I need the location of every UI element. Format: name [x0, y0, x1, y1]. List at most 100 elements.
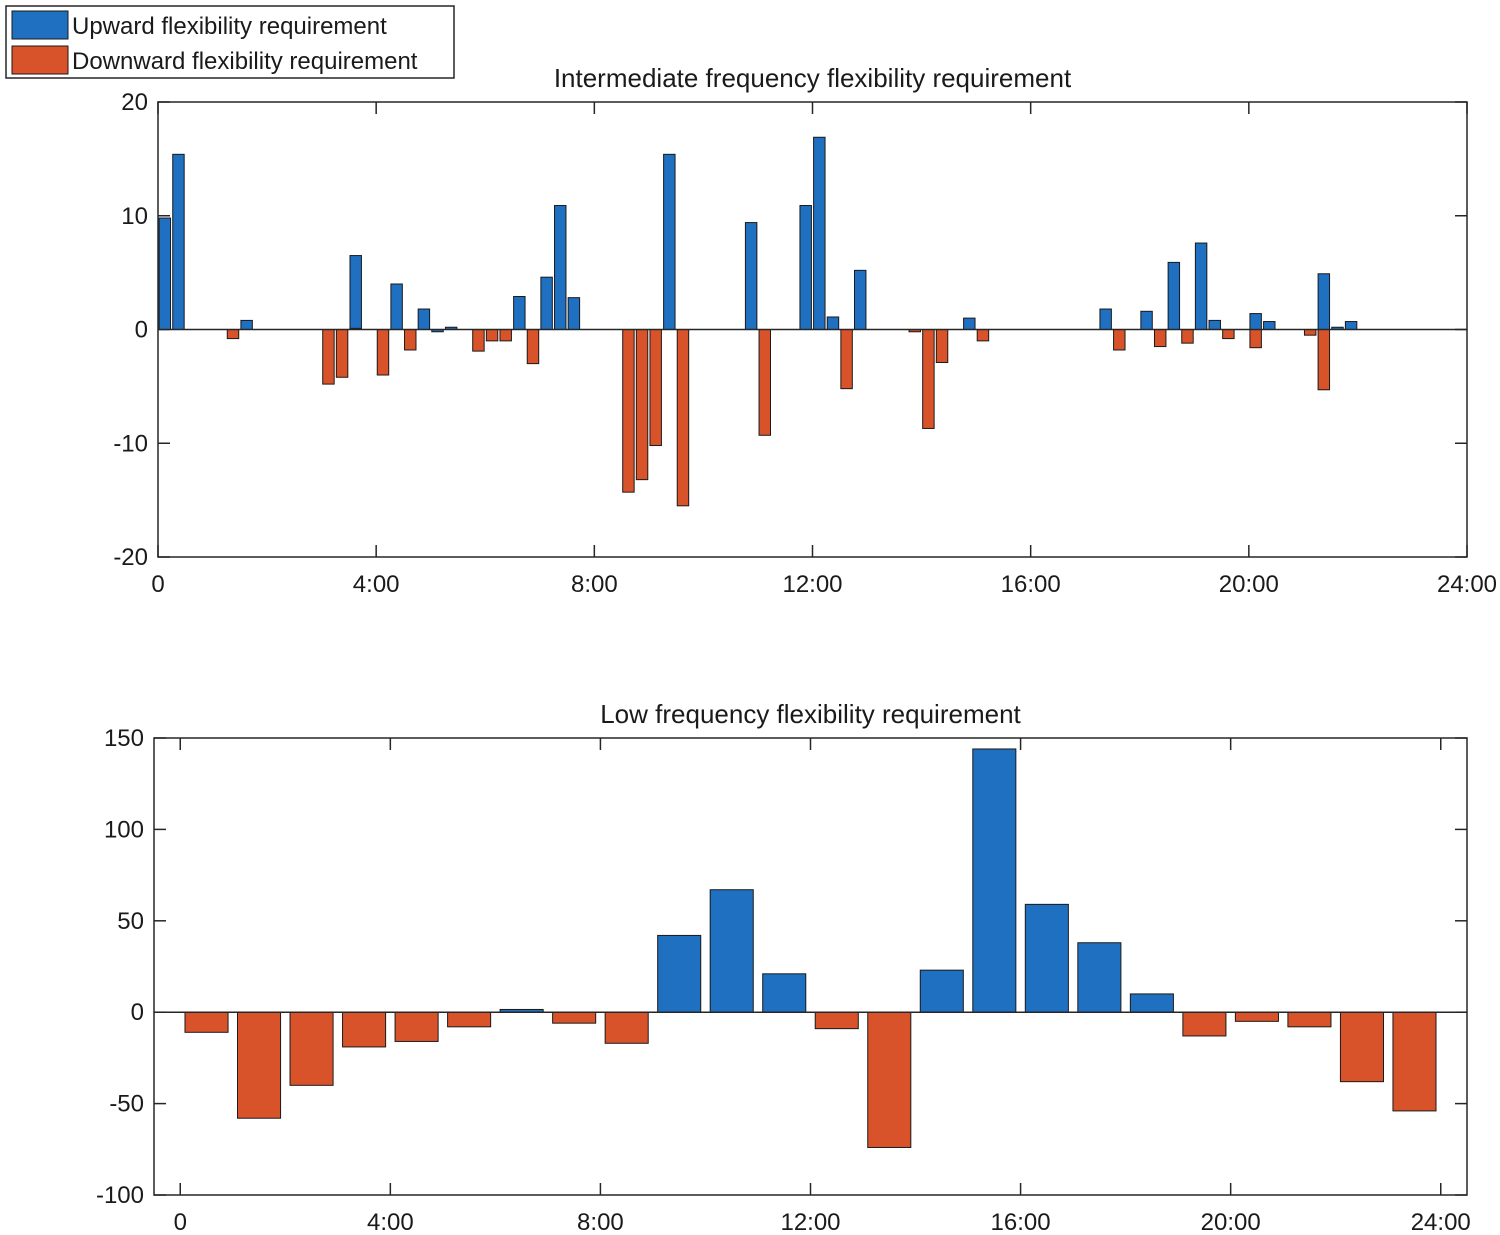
legend-swatch-up	[11, 10, 69, 40]
low-bar-down	[342, 1011, 387, 1048]
intermediate-bar-down	[485, 329, 499, 342]
intermediate-bar-up	[663, 153, 676, 330]
low-axes-box	[153, 737, 1468, 1196]
intermediate-xtick-label: 16:00	[1001, 571, 1061, 598]
low-bar-down	[604, 1011, 649, 1044]
intermediate-bar-up	[1263, 321, 1276, 331]
legend: Upward flexibility requirement Downward …	[5, 5, 455, 79]
low-bar-up	[919, 969, 964, 1013]
low-xtick-label: 8:00	[577, 1209, 624, 1235]
intermediate-bar-up	[1249, 313, 1262, 331]
low-bar-up	[1024, 903, 1069, 1013]
intermediate-bar-up	[1167, 261, 1181, 331]
low-ytick-label: 0	[131, 999, 144, 1026]
intermediate-xtick-label: 12:00	[782, 571, 842, 598]
intermediate-bar-down	[922, 329, 935, 429]
intermediate-bar-down	[499, 329, 512, 342]
intermediate-frequency-chart: Intermediate frequency flexibility requi…	[113, 63, 1497, 598]
low-bar-up	[972, 748, 1017, 1013]
intermediate-bar-up	[853, 269, 867, 331]
intermediate-bar-up	[963, 317, 976, 330]
intermediate-bar-up	[240, 319, 253, 330]
low-bar-down	[1182, 1011, 1227, 1037]
low-bar-down	[552, 1011, 597, 1024]
low-ytick-label: 100	[104, 816, 144, 843]
legend-label-up: Upward flexibility requirement	[72, 13, 387, 40]
intermediate-bar-down	[376, 329, 390, 376]
low-bar-up	[657, 934, 702, 1013]
intermediate-xtick-label: 8:00	[571, 571, 618, 598]
intermediate-bar-down	[840, 329, 853, 390]
low-bar-down	[289, 1011, 334, 1086]
intermediate-bar-down	[1303, 329, 1317, 336]
low-bar-up	[1129, 993, 1174, 1013]
intermediate-bar-up	[567, 297, 581, 330]
low-bar-up	[1077, 942, 1122, 1013]
legend-label-down: Downward flexibility requirement	[72, 48, 418, 75]
intermediate-ytick-label: -10	[113, 430, 148, 457]
intermediate-xtick-label: 20:00	[1219, 571, 1279, 598]
intermediate-xtick-label: 0	[151, 571, 164, 598]
intermediate-bar-down	[622, 329, 635, 493]
low-xtick-label: 4:00	[367, 1209, 414, 1235]
low-bar-up	[762, 973, 807, 1013]
low-bar-down	[867, 1011, 912, 1148]
intermediate-bar-down	[976, 329, 990, 342]
intermediate-bar-up	[1140, 310, 1153, 330]
low-bar-down	[394, 1011, 439, 1042]
intermediate-bar-down	[404, 329, 417, 351]
low-frequency-chart: Low frequency flexibility requirement -10…	[96, 699, 1471, 1235]
intermediate-bar-down	[1153, 329, 1167, 348]
intermediate-bar-down	[935, 329, 949, 363]
intermediate-bar-up	[513, 296, 526, 331]
low-ytick-label: 150	[104, 725, 144, 752]
intermediate-bar-down	[1317, 329, 1331, 391]
intermediate-bar-up	[1194, 242, 1208, 330]
low-ytick-label: -50	[109, 1091, 144, 1118]
intermediate-ytick-label: -20	[113, 544, 148, 571]
intermediate-bar-up	[1099, 308, 1112, 330]
low-ytick-label: -100	[96, 1182, 144, 1209]
low-xtick-label: 12:00	[780, 1209, 840, 1235]
intermediate-bar-up	[813, 136, 826, 330]
low-bar-down	[1287, 1011, 1332, 1028]
low-bar-down	[1392, 1011, 1437, 1112]
intermediate-bar-down	[1249, 329, 1262, 349]
legend-box	[5, 5, 455, 79]
intermediate-bar-up	[1317, 273, 1331, 331]
intermediate-bar-up	[744, 222, 758, 330]
intermediate-bar-up	[799, 205, 812, 330]
low-xtick-label: 20:00	[1201, 1209, 1261, 1235]
intermediate-xtick-label: 24:00	[1437, 571, 1497, 598]
intermediate-ytick-label: 20	[121, 89, 148, 116]
low-bar-down	[447, 1011, 492, 1028]
intermediate-bar-down	[649, 329, 662, 447]
intermediate-bar-up	[390, 283, 403, 330]
intermediate-bar-up	[554, 205, 567, 330]
intermediate-bar-up	[1344, 321, 1358, 331]
intermediate-bar-down	[226, 329, 240, 340]
intermediate-bar-down	[1222, 329, 1235, 340]
intermediate-bar-down	[322, 329, 335, 385]
intermediate-bar-up	[417, 308, 431, 330]
intermediate-ytick-label: 0	[135, 317, 148, 344]
intermediate-bar-down	[1113, 329, 1126, 351]
intermediate-bar-down	[526, 329, 540, 365]
low-bar-up	[709, 889, 754, 1013]
intermediate-bar-up	[158, 217, 172, 330]
low-xtick-label: 24:00	[1411, 1209, 1471, 1235]
intermediate-bar-up	[172, 153, 185, 330]
intermediate-ytick-label: 10	[121, 203, 148, 230]
intermediate-bar-down	[1181, 329, 1194, 344]
low-xtick-label: 16:00	[991, 1209, 1051, 1235]
intermediate-bar-up	[826, 316, 840, 330]
intermediate-bar-up	[349, 255, 362, 330]
low-bar-down	[814, 1011, 859, 1030]
legend-swatch-down	[11, 45, 69, 75]
low-chart-title: Low frequency flexibility requirement	[600, 699, 1021, 729]
low-bar-down	[1234, 1011, 1279, 1022]
intermediate-bar-down	[758, 329, 772, 436]
low-bar-down	[1339, 1011, 1384, 1083]
low-bar-down	[184, 1011, 229, 1033]
